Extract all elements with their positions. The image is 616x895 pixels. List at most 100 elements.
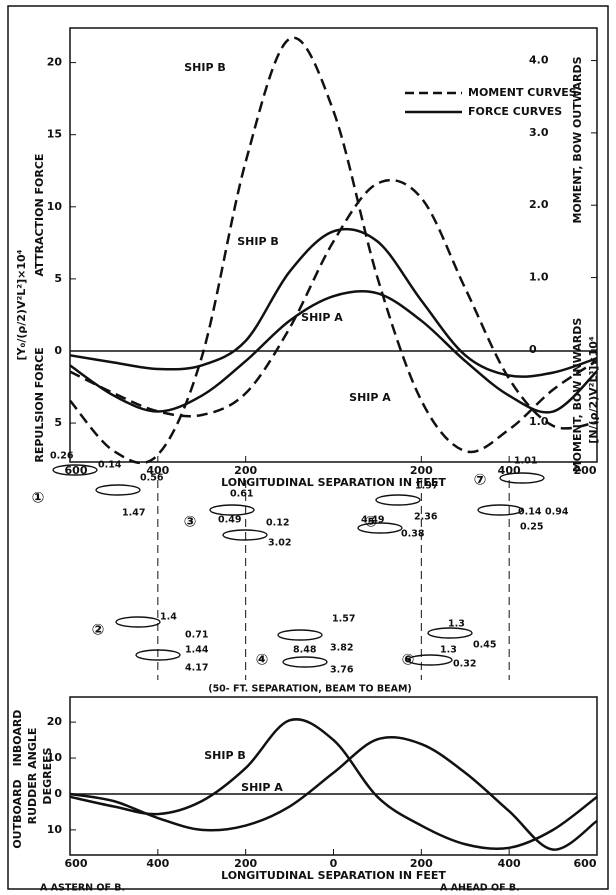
x-tick-label: 200 [410, 857, 433, 870]
x-tick-label: 600 [574, 857, 597, 870]
force-value: 0.12 [266, 518, 289, 529]
x-tick-label: 200 [234, 857, 257, 870]
x-end-label: A AHEAD OF B. [440, 883, 520, 894]
curve [69, 36, 598, 465]
force-value: 0.25 [520, 522, 543, 533]
force-value: 0.61 [230, 489, 253, 500]
ship [115, 616, 161, 628]
curve [69, 179, 598, 430]
force-value: 0.45 [473, 640, 496, 651]
x-tick-label: 200 [410, 464, 433, 477]
y-axis-bottom-label: REPULSION FORCE [33, 347, 46, 462]
y-tick-label: 0 [54, 787, 62, 800]
force-value: 1.3 [448, 619, 465, 630]
force-value: 0.56 [140, 473, 164, 484]
y2-tick-label: 1.0 [529, 271, 549, 284]
force-value: 1.57 [332, 614, 355, 625]
diagram-caption: (50- FT. SEPARATION, BEAM TO BEAM) [208, 684, 412, 695]
force-value: 3.82 [330, 643, 353, 654]
plot-frame [69, 696, 598, 856]
series-label: SHIP B [184, 61, 226, 74]
force-value: 2.36 [414, 512, 438, 523]
y2-tick-label: 3.0 [529, 126, 549, 139]
ship [477, 504, 523, 516]
y-axis-top-label: ATTRACTION FORCE [33, 154, 46, 277]
y-axis-title: RUDDER ANGLE [26, 728, 39, 825]
x-end-label: A ASTERN OF B. [40, 883, 125, 894]
y-tick-label: 5 [54, 272, 62, 285]
ship [427, 627, 473, 639]
ship [95, 484, 141, 496]
x-tick-label: 0 [330, 857, 338, 870]
series-label: SHIP A [241, 781, 283, 794]
series-label: SHIP B [204, 749, 246, 762]
force-value: 3.76 [330, 665, 354, 676]
ship [499, 472, 545, 484]
ship [135, 649, 181, 661]
y2-tick-label: 0 [529, 343, 537, 356]
position-number: ③ [184, 513, 197, 531]
force-value: 1.47 [122, 508, 145, 519]
force-value: 1.44 [185, 645, 209, 656]
ship [209, 504, 255, 516]
curve [69, 736, 598, 851]
ship [222, 529, 268, 541]
position-number: ⑤ [365, 513, 378, 531]
y2-tick-label: 1.0 [529, 415, 549, 428]
y-axis-bottom-label: OUTBOARD [11, 779, 24, 848]
ship [375, 494, 421, 506]
y-tick-label: 10 [47, 200, 63, 213]
y2-tick-label: 2.0 [529, 198, 549, 211]
y-tick-label: 0 [54, 344, 62, 357]
force-value: 0.38 [401, 529, 425, 540]
y-tick-label: 20 [47, 715, 63, 728]
ship [277, 629, 323, 641]
x-axis-title: LONGITUDINAL SEPARATION IN FEET [221, 476, 446, 489]
position-number: ② [92, 621, 105, 639]
curve [69, 227, 598, 378]
x-tick-label: 600 [65, 857, 88, 870]
force-value: 0.49 [218, 515, 241, 526]
position-number: ① [32, 489, 45, 507]
x-tick-label: 200 [574, 464, 597, 477]
y-tick-label: 15 [47, 128, 62, 141]
y-tick-label: 5 [54, 416, 62, 429]
series-label: SHIP A [301, 311, 343, 324]
force-value: 0.32 [453, 659, 476, 670]
x-tick-label: 200 [234, 464, 257, 477]
force-value: 0.14 [518, 507, 542, 518]
force-value: 0.26 [50, 451, 74, 462]
y2-axis-title: [N/(ρ/2)V²L³]×10⁴ [587, 336, 600, 444]
y-axis-top-label: INBOARD [11, 710, 24, 767]
ship [407, 654, 453, 666]
legend-label: FORCE CURVES [468, 105, 562, 118]
force-value: 4.17 [185, 663, 208, 674]
y-axis-unit: DEGREES [41, 747, 54, 804]
y-tick-label: 20 [47, 56, 63, 69]
y-tick-label: 10 [47, 751, 63, 764]
y2-tick-label: 4.0 [529, 54, 549, 67]
force-value: 8.48 [293, 645, 317, 656]
series-label: SHIP A [349, 391, 391, 404]
frame [7, 5, 609, 890]
y2-axis-bottom-label: MOMENT, BOW INWARDS [571, 318, 584, 473]
ship [52, 464, 98, 476]
x-tick-label: 400 [498, 857, 521, 870]
y-axis-title: [Y₀/(ρ/2)V²L²]×10⁴ [15, 249, 28, 360]
force-value: 1.01 [514, 456, 537, 467]
x-axis-title: LONGITUDINAL SEPARATION IN FEET [221, 869, 446, 882]
force-value: 0.94 [545, 507, 569, 518]
ship [357, 522, 403, 534]
ship [282, 656, 328, 668]
force-value: 0.14 [98, 460, 122, 471]
curve [69, 718, 598, 851]
series-label: SHIP B [237, 235, 279, 248]
y2-axis-top-label: MOMENT, BOW OUTWARDS [571, 56, 584, 223]
x-tick-label: 400 [146, 464, 169, 477]
force-value: 1.97 [415, 481, 438, 492]
y-tick-label: 10 [47, 823, 63, 836]
legend-label: MOMENT CURVES [468, 86, 577, 99]
position-number: ⑦ [474, 471, 487, 489]
